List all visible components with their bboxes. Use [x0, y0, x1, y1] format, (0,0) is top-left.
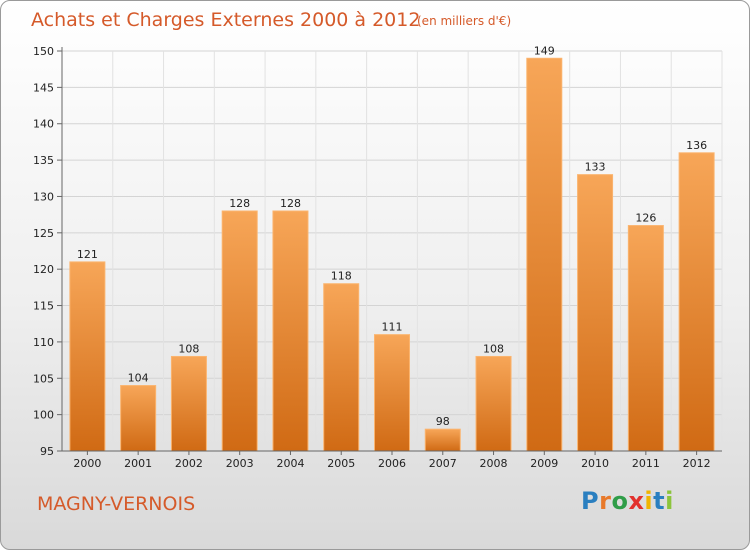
- bar-2008: [475, 355, 512, 452]
- bar-2009: [526, 57, 563, 452]
- x-tick-label: 2011: [632, 457, 660, 470]
- logo-letter: r: [599, 487, 612, 515]
- x-tick-label: 2003: [226, 457, 254, 470]
- bar-2001: [120, 385, 157, 452]
- logo-letter: o: [611, 487, 629, 515]
- bar-2012: [678, 152, 715, 452]
- labels: 121 104 108 128 128 118 111 98 108 149 133 126 136: [77, 44, 707, 428]
- y-tick-label: 135: [33, 154, 54, 167]
- logo-letter: i: [644, 487, 654, 515]
- y-tick-label: 140: [33, 118, 54, 131]
- y-tick-label: 115: [33, 300, 54, 313]
- logo-letter: P: [581, 487, 600, 515]
- bar-2011: [627, 225, 664, 452]
- bar-value-label: 111: [382, 321, 403, 334]
- bar-value-label: 108: [178, 342, 199, 355]
- bar-2006: [374, 334, 410, 452]
- logo-letter: x: [628, 487, 645, 515]
- bar-2005: [323, 283, 360, 452]
- bar-value-label: 126: [635, 212, 656, 225]
- y-tick-label: 120: [33, 263, 54, 276]
- y-tick-label: 95: [40, 445, 54, 458]
- bar-value-label: 128: [280, 197, 301, 210]
- axes: 95 100 105 110 115 120 125 130 135 140 145 150 2000 2…: [33, 45, 722, 470]
- bar-value-label: 108: [483, 342, 504, 355]
- x-tick-label: 2012: [683, 457, 711, 470]
- logo-letter: t: [653, 487, 666, 515]
- x-tick-label: 2006: [378, 457, 406, 470]
- bar-value-label: 136: [686, 139, 707, 152]
- chart-subtitle: (en milliers d'€): [417, 14, 511, 28]
- bar-value-label: 133: [585, 161, 606, 174]
- x-tick-label: 2000: [73, 457, 101, 470]
- bar-2004: [272, 210, 309, 452]
- bar-2003: [221, 210, 258, 452]
- x-tick-label: 2007: [429, 457, 457, 470]
- bars: [69, 57, 715, 452]
- x-tick-label: 2001: [124, 457, 152, 470]
- bar-value-label: 118: [331, 270, 352, 283]
- x-tick-label: 2009: [530, 457, 558, 470]
- x-tick-label: 2010: [581, 457, 609, 470]
- x-tick-label: 2005: [327, 457, 355, 470]
- proxiti-logo: Proxiti: [581, 487, 674, 515]
- x-tick-label: 2002: [175, 457, 203, 470]
- y-tick-label: 150: [33, 45, 54, 58]
- logo-letter: i: [665, 487, 674, 515]
- bar-2000: [69, 261, 106, 452]
- y-tick-label: 110: [33, 336, 54, 349]
- y-tick-label: 105: [33, 372, 54, 385]
- x-tick-label: 2008: [480, 457, 508, 470]
- bar-value-label: 121: [77, 248, 98, 261]
- town-name: MAGNY-VERNOIS: [37, 493, 196, 515]
- bar-value-label: 128: [229, 197, 250, 210]
- x-tick-label: 2004: [276, 457, 304, 470]
- y-tick-label: 145: [33, 81, 54, 94]
- bar-value-label: 149: [534, 44, 555, 57]
- bar-value-label: 104: [128, 372, 149, 385]
- bar-2002: [170, 355, 207, 452]
- y-tick-label: 100: [33, 409, 54, 422]
- bar-value-label: 98: [436, 415, 450, 428]
- bar-2010: [577, 174, 614, 452]
- bar-2007: [424, 428, 461, 452]
- chart-title: Achats et Charges Externes 2000 à 2012: [31, 9, 420, 31]
- y-tick-label: 125: [33, 227, 54, 240]
- y-tick-label: 130: [33, 190, 54, 203]
